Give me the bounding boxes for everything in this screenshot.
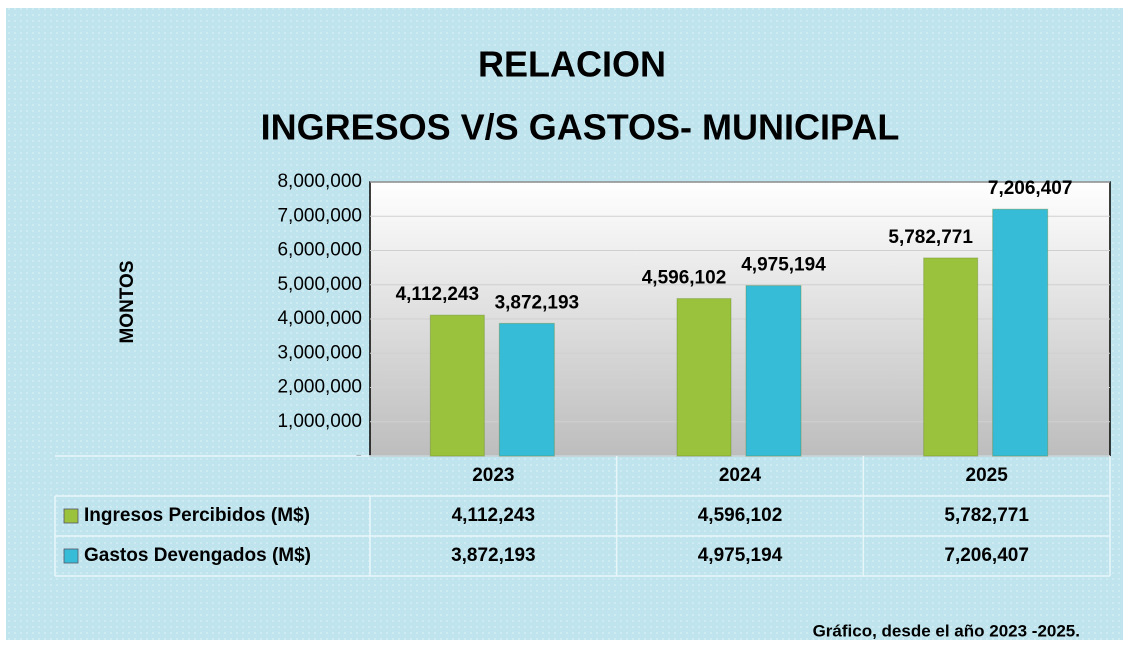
legend-swatch: [63, 548, 79, 564]
x-tick-label: 2025: [966, 465, 1009, 486]
chart-title: INGRESOS V/S GASTOS- MUNICIPAL: [261, 107, 900, 148]
footnote: Gráfico, desde el año 2023 -2025.: [813, 621, 1080, 640]
y-tick-label: 7,000,000: [277, 205, 362, 226]
legend-swatch: [63, 508, 79, 524]
table-cell: 5,782,771: [944, 505, 1029, 526]
y-tick-label: 1,000,000: [277, 411, 362, 432]
data-label: 4,112,243: [396, 284, 479, 305]
table-cell: 7,206,407: [944, 545, 1029, 566]
y-tick-label: 5,000,000: [277, 274, 362, 295]
legend-label: Ingresos Percibidos (M$): [84, 505, 310, 526]
y-tick-label: 3,000,000: [277, 342, 362, 363]
table-cell: 4,975,194: [698, 545, 783, 566]
data-label: 4,975,194: [741, 255, 826, 276]
x-tick-label: 2024: [719, 465, 762, 486]
bar: [992, 208, 1049, 457]
data-label: 5,782,771: [888, 227, 973, 248]
bar: [745, 285, 802, 457]
data-label: 3,872,193: [495, 292, 580, 313]
legend-label: Gastos Devengados (M$): [84, 545, 311, 566]
y-axis-label: MONTOS: [117, 260, 138, 343]
bar: [429, 314, 485, 457]
chart-title: RELACION: [478, 44, 666, 85]
y-tick-label: 2,000,000: [277, 377, 362, 398]
x-tick-label: 2023: [472, 465, 514, 486]
data-label: 7,206,407: [988, 178, 1073, 199]
bar: [676, 298, 732, 457]
y-tick-label: 4,000,000: [277, 308, 362, 329]
table-cell: 4,596,102: [698, 505, 783, 526]
bar: [498, 322, 555, 457]
y-tick-label: 8,000,000: [277, 171, 362, 192]
table-cell: 4,112,243: [452, 505, 535, 526]
data-label: 4,596,102: [642, 268, 727, 289]
bar: [923, 257, 979, 457]
y-tick-label: 6,000,000: [277, 240, 362, 261]
table-cell: 3,872,193: [451, 545, 536, 566]
